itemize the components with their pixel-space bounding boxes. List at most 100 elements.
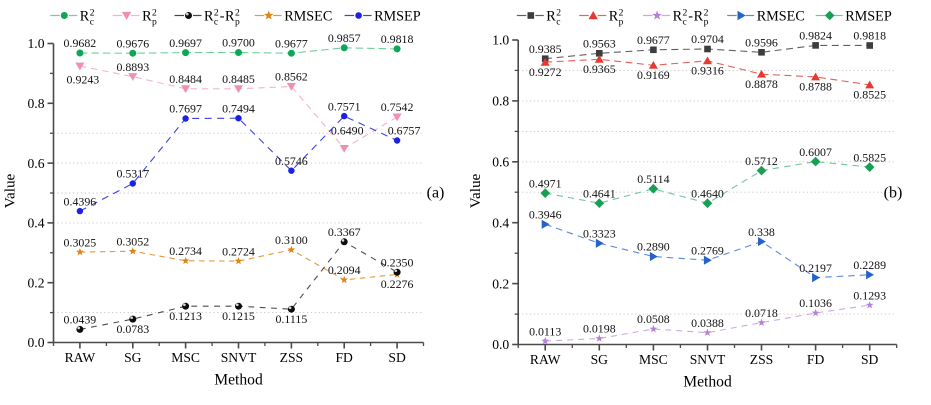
svg-text:0.0783: 0.0783 xyxy=(116,322,149,336)
svg-text:0.3946: 0.3946 xyxy=(529,208,562,222)
svg-text:0.8878: 0.8878 xyxy=(745,77,778,91)
svg-text:0.9818: 0.9818 xyxy=(853,29,886,43)
svg-text:FD: FD xyxy=(336,350,354,365)
svg-text:0.8: 0.8 xyxy=(492,94,509,109)
svg-text:RAW: RAW xyxy=(530,352,561,367)
svg-text:0.9700: 0.9700 xyxy=(222,36,255,50)
svg-text:c: c xyxy=(90,16,94,27)
svg-text:0.4: 0.4 xyxy=(28,216,45,231)
svg-text:0.0388: 0.0388 xyxy=(691,316,724,330)
svg-text:0.9563: 0.9563 xyxy=(583,37,616,51)
svg-text:0.4: 0.4 xyxy=(492,215,509,230)
svg-text:0.6490: 0.6490 xyxy=(331,124,364,138)
svg-text:SNVT: SNVT xyxy=(221,350,257,365)
svg-text:0.3100: 0.3100 xyxy=(275,233,308,247)
svg-text:0.9824: 0.9824 xyxy=(799,29,832,43)
svg-text:R: R xyxy=(609,9,619,25)
svg-text:R: R xyxy=(142,9,152,25)
svg-text:c: c xyxy=(214,16,218,27)
svg-text:RMSEP: RMSEP xyxy=(374,9,421,25)
svg-text:SG: SG xyxy=(591,352,609,367)
svg-text:0.9243: 0.9243 xyxy=(67,72,100,86)
svg-text:0.4640: 0.4640 xyxy=(691,186,724,200)
svg-text:0.0508: 0.0508 xyxy=(637,312,670,326)
svg-text:0.9704: 0.9704 xyxy=(691,32,724,46)
svg-text:p: p xyxy=(704,16,709,27)
svg-text:SG: SG xyxy=(124,350,142,365)
svg-text:Value: Value xyxy=(467,173,484,208)
svg-text:MSC: MSC xyxy=(171,350,200,365)
svg-text:0.7494: 0.7494 xyxy=(222,102,255,116)
svg-text:0.1293: 0.1293 xyxy=(853,288,886,302)
svg-text:0.3367: 0.3367 xyxy=(328,225,361,239)
svg-text:0.2: 0.2 xyxy=(492,276,509,291)
svg-text:0.6: 0.6 xyxy=(28,156,45,171)
svg-text:0.3323: 0.3323 xyxy=(583,227,616,241)
svg-text:Value: Value xyxy=(2,173,19,208)
svg-text:0.2890: 0.2890 xyxy=(637,240,670,254)
svg-text:0.1036: 0.1036 xyxy=(799,296,832,310)
svg-text:1.0: 1.0 xyxy=(492,33,509,48)
svg-text:0.8: 0.8 xyxy=(28,96,45,111)
svg-text:2: 2 xyxy=(556,7,561,18)
svg-text:0.8485: 0.8485 xyxy=(222,72,255,86)
svg-text:2: 2 xyxy=(235,7,240,18)
svg-text:0.9697: 0.9697 xyxy=(169,36,202,50)
svg-text:(b): (b) xyxy=(884,185,903,202)
svg-text:2: 2 xyxy=(704,7,709,18)
svg-text:0.5712: 0.5712 xyxy=(745,154,778,168)
svg-text:0.7571: 0.7571 xyxy=(328,99,361,113)
svg-text:SD: SD xyxy=(861,352,879,367)
svg-text:c: c xyxy=(556,16,560,27)
svg-text:0.1213: 0.1213 xyxy=(169,309,202,323)
svg-text:RMSEC: RMSEC xyxy=(757,9,805,25)
svg-text:0.8484: 0.8484 xyxy=(169,72,202,86)
svg-text:0.2734: 0.2734 xyxy=(169,244,202,258)
svg-text:0.9272: 0.9272 xyxy=(529,65,562,79)
svg-text:SNVT: SNVT xyxy=(690,352,726,367)
svg-text:RAW: RAW xyxy=(65,350,96,365)
svg-text:ZSS: ZSS xyxy=(750,352,773,367)
svg-text:0.0113: 0.0113 xyxy=(529,324,561,338)
svg-text:2: 2 xyxy=(214,7,219,18)
svg-text:R: R xyxy=(204,9,214,25)
svg-text:0.3025: 0.3025 xyxy=(64,235,97,249)
svg-text:p: p xyxy=(152,16,157,27)
svg-text:0.9316: 0.9316 xyxy=(691,64,724,78)
svg-text:0.5746: 0.5746 xyxy=(275,154,308,168)
svg-text:0.0718: 0.0718 xyxy=(745,306,778,320)
svg-text:0.8562: 0.8562 xyxy=(275,70,308,84)
svg-text:0.2094: 0.2094 xyxy=(328,263,361,277)
svg-text:0.4396: 0.4396 xyxy=(64,194,97,208)
svg-text:0.9385: 0.9385 xyxy=(529,42,562,56)
svg-text:0.1115: 0.1115 xyxy=(275,312,307,326)
svg-text:0.5825: 0.5825 xyxy=(853,150,886,164)
svg-text:0.8525: 0.8525 xyxy=(853,88,886,102)
svg-text:0.9169: 0.9169 xyxy=(637,68,670,82)
svg-text:R: R xyxy=(694,9,704,25)
svg-text:2: 2 xyxy=(683,7,688,18)
svg-text:0.0439: 0.0439 xyxy=(64,313,97,327)
svg-text:0.2769: 0.2769 xyxy=(691,243,724,257)
svg-text:0.0: 0.0 xyxy=(492,337,509,352)
svg-text:0.6: 0.6 xyxy=(492,155,509,170)
svg-text:0.2350: 0.2350 xyxy=(381,255,414,269)
svg-text:R: R xyxy=(225,9,235,25)
svg-text:ZSS: ZSS xyxy=(280,350,303,365)
svg-text:0.7697: 0.7697 xyxy=(169,102,202,116)
svg-text:0.9677: 0.9677 xyxy=(637,33,670,47)
svg-text:0.2276: 0.2276 xyxy=(381,277,414,291)
svg-text:0.9818: 0.9818 xyxy=(381,32,414,46)
svg-text:-: - xyxy=(688,9,693,25)
svg-text:0.5114: 0.5114 xyxy=(637,172,669,186)
svg-text:0.4971: 0.4971 xyxy=(529,176,562,190)
svg-text:Method: Method xyxy=(683,374,732,391)
svg-text:0.2724: 0.2724 xyxy=(222,244,255,258)
svg-text:0.8788: 0.8788 xyxy=(799,80,832,94)
svg-text:c: c xyxy=(683,16,687,27)
svg-text:(a): (a) xyxy=(427,185,445,202)
svg-text:0.9677: 0.9677 xyxy=(275,36,308,50)
svg-text:0.2289: 0.2289 xyxy=(853,258,886,272)
svg-text:1.0: 1.0 xyxy=(28,36,45,51)
svg-text:0.2: 0.2 xyxy=(28,275,45,290)
